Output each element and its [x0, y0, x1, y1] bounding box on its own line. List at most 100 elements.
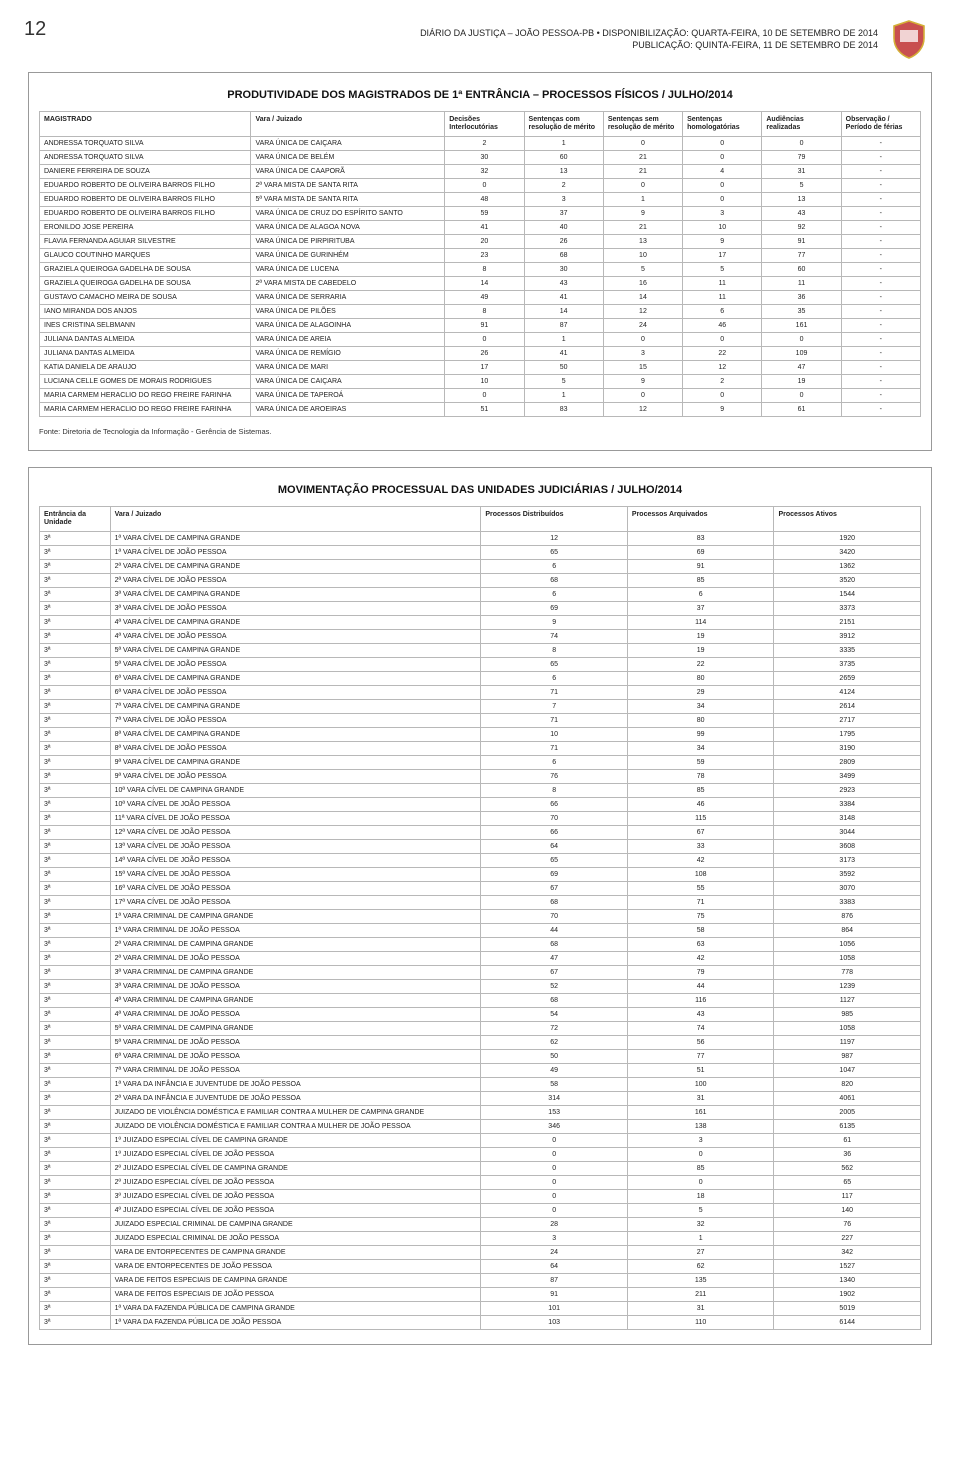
table-cell: 110: [627, 1316, 774, 1330]
table-cell: 1ª VARA DA FAZENDA PÚBLICA DE JOÃO PESSO…: [110, 1316, 481, 1330]
table-cell: 35: [762, 305, 841, 319]
table-cell: 3ª: [40, 812, 111, 826]
section-produtividade: PRODUTIVIDADE DOS MAGISTRADOS DE 1ª ENTR…: [28, 72, 932, 451]
table-cell: 65: [481, 658, 628, 672]
table-cell: 3ª: [40, 938, 111, 952]
table-cell: 65: [481, 546, 628, 560]
table-cell: 0: [481, 1204, 628, 1218]
table-row: JULIANA DANTAS ALMEIDAVARA ÚNICA DE REMÍ…: [40, 347, 921, 361]
table-row: 3ª4ª VARA CRIMINAL DE CAMPINA GRANDE6811…: [40, 994, 921, 1008]
header-text: DIÁRIO DA JUSTIÇA – JOÃO PESSOA-PB • DIS…: [420, 27, 878, 51]
table-cell: 61: [774, 1134, 921, 1148]
table-cell: 3ª: [40, 1036, 111, 1050]
table-cell: 36: [762, 291, 841, 305]
table-cell: 103: [481, 1316, 628, 1330]
table-cell: 21: [603, 165, 682, 179]
table-cell: 3148: [774, 812, 921, 826]
table-cell: -: [841, 137, 920, 151]
table-cell: 3373: [774, 602, 921, 616]
table-cell: 68: [481, 574, 628, 588]
table-cell: 75: [627, 910, 774, 924]
table2-col-4: Processos Ativos: [774, 507, 921, 532]
table-cell: 1239: [774, 980, 921, 994]
table-cell: 87: [481, 1274, 628, 1288]
table-cell: 1ª VARA CÍVEL DE CAMPINA GRANDE: [110, 532, 481, 546]
table1-col-0: MAGISTRADO: [40, 112, 251, 137]
table-cell: 3592: [774, 868, 921, 882]
table-row: 3ª8ª VARA CÍVEL DE CAMPINA GRANDE1099179…: [40, 728, 921, 742]
table-row: 3ª10ª VARA CÍVEL DE JOÃO PESSOA66463384: [40, 798, 921, 812]
table-cell: 3ª: [40, 882, 111, 896]
table-cell: 40: [524, 221, 603, 235]
table-cell: 3ª: [40, 1092, 111, 1106]
table-cell: 1058: [774, 952, 921, 966]
table-cell: 64: [481, 840, 628, 854]
table-cell: 83: [627, 532, 774, 546]
table-cell: 987: [774, 1050, 921, 1064]
table-cell: 11ª VARA CÍVEL DE JOÃO PESSOA: [110, 812, 481, 826]
table-cell: VARA ÚNICA DE CAIÇARA: [251, 375, 445, 389]
table-cell: 4061: [774, 1092, 921, 1106]
table1-col-6: Audiências realizadas: [762, 112, 841, 137]
table-cell: 138: [627, 1120, 774, 1134]
table-cell: 79: [627, 966, 774, 980]
table-cell: -: [841, 193, 920, 207]
table-cell: 114: [627, 616, 774, 630]
table-cell: 55: [627, 882, 774, 896]
table-cell: 6ª VARA CRIMINAL DE JOÃO PESSOA: [110, 1050, 481, 1064]
table-row: JULIANA DANTAS ALMEIDAVARA ÚNICA DE AREI…: [40, 333, 921, 347]
table-row: 3ªJUIZADO DE VIOLÊNCIA DOMÉSTICA E FAMIL…: [40, 1106, 921, 1120]
table-cell: 69: [481, 602, 628, 616]
table-row: 3ª5ª VARA CRIMINAL DE CAMPINA GRANDE7274…: [40, 1022, 921, 1036]
table-cell: 7ª VARA CÍVEL DE CAMPINA GRANDE: [110, 700, 481, 714]
table-cell: INES CRISTINA SELBMANN: [40, 319, 251, 333]
table-cell: 69: [481, 868, 628, 882]
table-cell: 91: [445, 319, 524, 333]
table-cell: 3ª: [40, 980, 111, 994]
table-row: 3ªVARA DE FEITOS ESPECIAIS DE JOÃO PESSO…: [40, 1288, 921, 1302]
header-line-1: DIÁRIO DA JUSTIÇA – JOÃO PESSOA-PB • DIS…: [420, 27, 878, 39]
table-row: 3ª3ª VARA CRIMINAL DE CAMPINA GRANDE6779…: [40, 966, 921, 980]
table-cell: -: [841, 389, 920, 403]
table-cell: 3ª: [40, 1064, 111, 1078]
table-cell: 31: [627, 1302, 774, 1316]
section-movimentacao: MOVIMENTAÇÃO PROCESSUAL DAS UNIDADES JUD…: [28, 467, 932, 1345]
table-cell: 6: [481, 756, 628, 770]
table-cell: 14: [524, 305, 603, 319]
table-cell: 3ª: [40, 1274, 111, 1288]
table-cell: 3420: [774, 546, 921, 560]
table-cell: 5: [627, 1204, 774, 1218]
table-cell: 3383: [774, 896, 921, 910]
table-row: ANDRESSA TORQUATO SILVAVARA ÚNICA DE CAI…: [40, 137, 921, 151]
table-cell: 3ª: [40, 952, 111, 966]
table-row: DANIERE FERREIRA DE SOUZAVARA ÚNICA DE C…: [40, 165, 921, 179]
table-row: ANDRESSA TORQUATO SILVAVARA ÚNICA DE BEL…: [40, 151, 921, 165]
table-cell: 34: [627, 742, 774, 756]
table-cell: 67: [627, 826, 774, 840]
table-cell: 3ª: [40, 728, 111, 742]
table-cell: 67: [481, 966, 628, 980]
table-cell: 26: [524, 235, 603, 249]
table-cell: 15: [603, 361, 682, 375]
table-cell: 3ª: [40, 924, 111, 938]
table-row: 3ª2º JUIZADO ESPECIAL CÍVEL DE JOÃO PESS…: [40, 1176, 921, 1190]
page-header: DIÁRIO DA JUSTIÇA – JOÃO PESSOA-PB • DIS…: [28, 18, 932, 60]
table-cell: 91: [762, 235, 841, 249]
table-cell: 5: [524, 375, 603, 389]
table-cell: 3ª: [40, 854, 111, 868]
table-cell: 20: [445, 235, 524, 249]
table-cell: 46: [627, 798, 774, 812]
table-row: 3ª5ª VARA CÍVEL DE CAMPINA GRANDE8193335: [40, 644, 921, 658]
table-cell: 14ª VARA CÍVEL DE JOÃO PESSOA: [110, 854, 481, 868]
table-cell: 2659: [774, 672, 921, 686]
crest-icon: [886, 18, 932, 60]
table-cell: 19: [627, 644, 774, 658]
table-cell: 80: [627, 714, 774, 728]
table-cell: 60: [524, 151, 603, 165]
table-cell: 2717: [774, 714, 921, 728]
table-cell: 1: [627, 1232, 774, 1246]
table-cell: 62: [627, 1260, 774, 1274]
table-cell: 18: [627, 1190, 774, 1204]
table-cell: 3ª: [40, 896, 111, 910]
table-row: ERONILDO JOSE PEREIRAVARA ÚNICA DE ALAGO…: [40, 221, 921, 235]
